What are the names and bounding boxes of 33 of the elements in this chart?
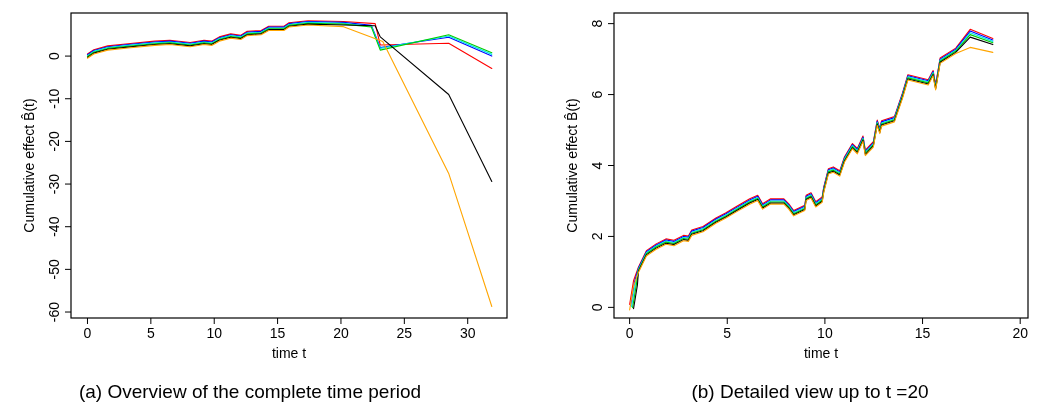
x-tick-label: 30	[459, 325, 476, 341]
x-tick-label: 15	[269, 325, 286, 341]
y-tick-label: 8	[589, 19, 605, 28]
y-tick-label: 4	[589, 161, 605, 170]
x-tick-label: 15	[914, 325, 931, 341]
y-tick-label: -50	[46, 259, 62, 280]
x-tick-label: 5	[723, 325, 732, 341]
x-tick-label: 10	[817, 325, 833, 341]
x-tick-label: 25	[396, 325, 413, 341]
y-tick-label: 0	[589, 303, 605, 312]
y-axis-title: Cumulative effect B̂(t)	[20, 98, 37, 233]
y-tick-label: -10	[46, 88, 62, 109]
x-axis-title: time t	[803, 345, 839, 361]
y-tick-label: 0	[46, 51, 62, 60]
x-axis-title: time t	[271, 345, 307, 361]
x-tick-label: 5	[146, 325, 155, 341]
line-series	[86, 24, 493, 308]
x-tick-label: 20	[333, 325, 349, 341]
y-tick-label: -20	[46, 131, 62, 152]
y-tick-label: -30	[46, 173, 62, 195]
line-series	[86, 20, 493, 70]
y-tick-label: -60	[46, 301, 62, 323]
y-tick-label: -40	[46, 216, 62, 237]
x-tick-label: 10	[206, 325, 223, 341]
x-tick-label: 20	[1012, 325, 1029, 341]
text: (b) Detailed view up to t =20	[691, 381, 929, 402]
line-series	[86, 23, 493, 183]
x-tick-label: 0	[83, 325, 92, 341]
text: (a) Overview of the complete time period	[78, 381, 422, 402]
x-tick-label: 0	[625, 325, 634, 341]
y-axis-title: Cumulative effect B̂(t)	[563, 98, 580, 233]
y-tick-label: 6	[589, 90, 605, 99]
y-tick-label: 2	[589, 232, 605, 241]
